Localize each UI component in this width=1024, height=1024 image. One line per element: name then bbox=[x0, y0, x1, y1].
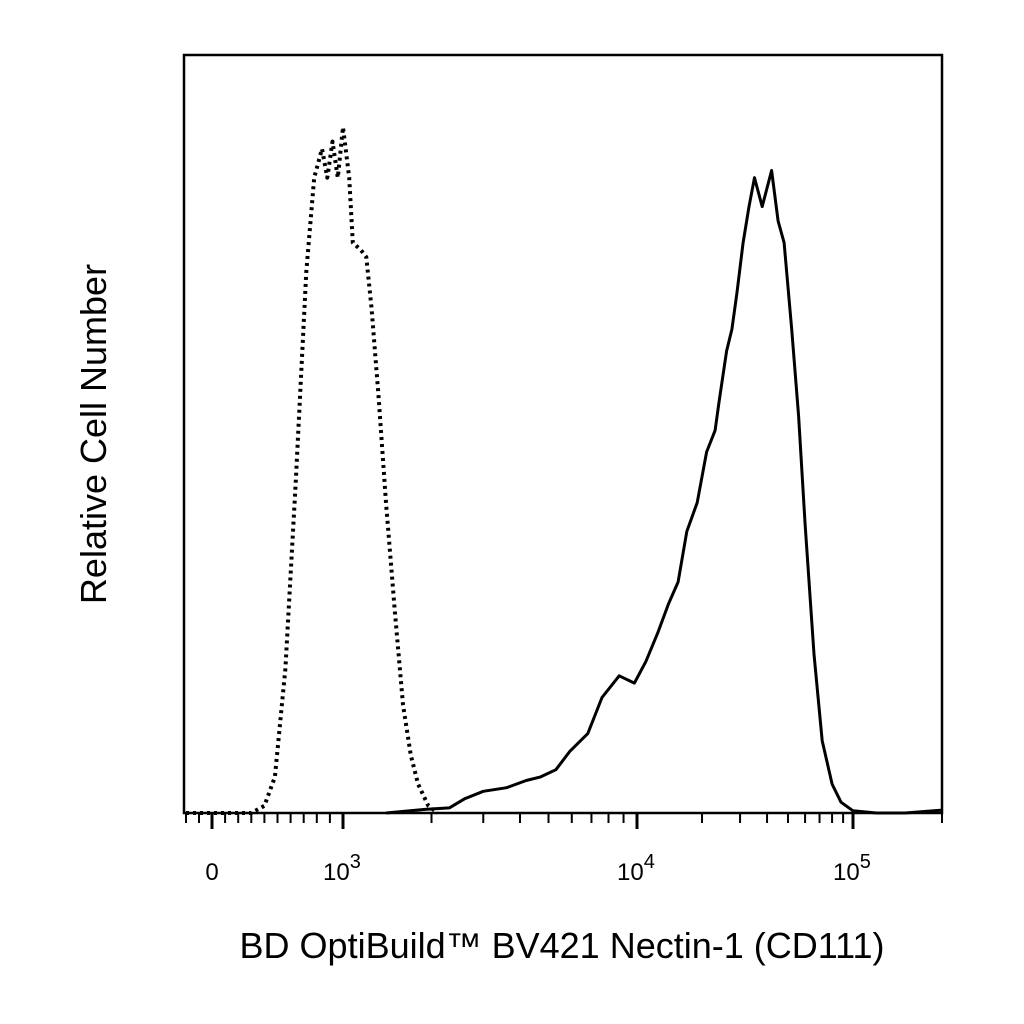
solid-histogram-series bbox=[385, 169, 943, 815]
x-axis-ticks bbox=[185, 813, 943, 829]
x-tick-label: 104 bbox=[617, 851, 655, 886]
x-axis-label: BD OptiBuild™ BV421 Nectin-1 (CD111) bbox=[240, 925, 885, 966]
dotted-histogram-series bbox=[186, 125, 439, 815]
x-tick-label: 105 bbox=[833, 851, 871, 886]
x-axis-tick-labels: 0 103 104 105 bbox=[205, 851, 871, 886]
series-layer bbox=[186, 125, 943, 815]
x-tick-label: 0 bbox=[205, 859, 218, 886]
x-tick-label: 103 bbox=[323, 851, 361, 886]
y-axis-label: Relative Cell Number bbox=[73, 264, 114, 604]
plot-frame bbox=[182, 53, 944, 815]
